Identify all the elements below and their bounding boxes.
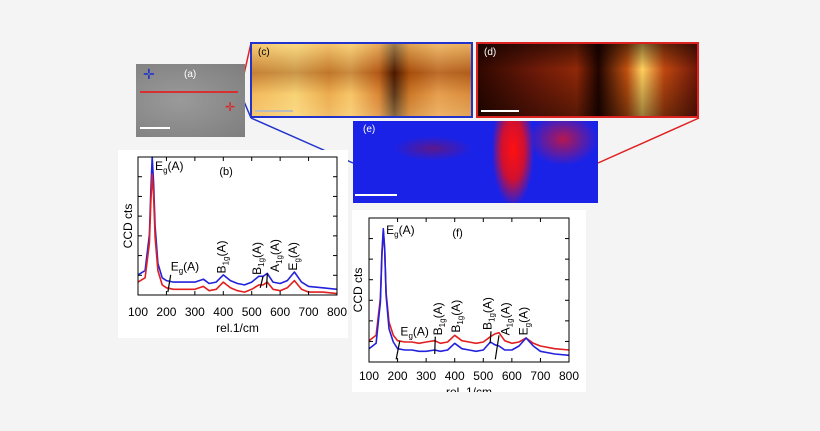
spectrum-chart-f: 100 200 300 400 500 600 700 800 rel. 1/cm CCD cts… (351, 217, 579, 399)
x-tick-label: 200 (156, 305, 176, 319)
x-axis-label: rel.1/cm (216, 321, 259, 335)
x-axis-label: rel. 1/cm (446, 385, 492, 392)
x-tick-label: 800 (559, 369, 579, 383)
peak-annotation-group: Eg(A) (516, 307, 532, 335)
spectrum-line (138, 173, 337, 295)
peak-annotation-group: A1g(A) (498, 302, 514, 335)
x-tick-label: 700 (299, 305, 319, 319)
peak-annotation-group: Eg(A) (171, 260, 199, 276)
spectrum-chart-b: 100 200 300 400 500 600 700 800 rel.1/cm CCD cts (… (121, 156, 347, 335)
spectrum-line (138, 156, 337, 291)
raman-map-e: (e) (353, 121, 598, 203)
peak-annotation: Eg(A) (155, 159, 183, 175)
x-tick-label: 300 (416, 369, 436, 383)
panel-label: (b) (219, 166, 232, 178)
x-tick-label: 600 (502, 369, 522, 383)
spectrum-line (369, 230, 569, 351)
peak-annotation-group: B1g(A) (250, 242, 266, 275)
x-tick-label: 200 (388, 369, 408, 383)
x-tick-label: 100 (128, 305, 148, 319)
spectrum-panel-b: 100 200 300 400 500 600 700 800 rel.1/cm CCD cts (… (118, 150, 348, 338)
spectrum-panel-f: 100 200 300 400 500 600 700 800 rel. 1/cm CCD cts… (351, 210, 586, 399)
optical-image-a: (a) ✛ ✛ (136, 64, 245, 137)
raman-map-c: (c) (250, 42, 473, 118)
scale-bar (255, 110, 293, 112)
peak-annotation: B1g(A) (449, 300, 465, 333)
panel-label-d: (d) (484, 47, 497, 58)
peak-annotation: B1g(A) (215, 241, 231, 274)
annotation-pointer (265, 273, 268, 288)
plot-frame (368, 217, 570, 363)
annotation-pointer (494, 335, 500, 360)
peak-annotation: B1g(A) (431, 302, 447, 335)
peak-annotation-group: B1g(A) (431, 302, 447, 335)
peak-annotation-group: B1g(A) (480, 297, 496, 330)
peak-annotation-group: B1g(A) (215, 241, 231, 274)
panel-label-e: (e) (363, 124, 376, 135)
peak-annotation-group: Eg(A) (386, 223, 414, 239)
y-axis-label: CCD cts (121, 204, 135, 249)
peak-annotation-group: Eg(A) (155, 159, 183, 175)
x-tick-label: 400 (445, 369, 465, 383)
x-tick-label: 800 (327, 305, 347, 319)
peak-annotation: Eg(A) (386, 223, 414, 239)
x-tick-label: 500 (473, 369, 493, 383)
peak-annotation: Eg(A) (171, 260, 199, 276)
panel-label-a: (a) (184, 69, 197, 80)
spectrum-line (369, 227, 569, 357)
scale-bar (481, 110, 519, 112)
annotation-pointer (489, 331, 492, 344)
annotation-pointer (167, 274, 172, 293)
y-axis-label: CCD cts (352, 268, 365, 313)
peak-annotation: A1g(A) (268, 239, 284, 272)
panel-label: (f) (452, 228, 462, 240)
peak-annotation-group: B1g(A) (449, 300, 465, 333)
x-tick-label: 400 (213, 305, 233, 319)
peak-annotation: B1g(A) (250, 242, 266, 275)
x-tick-label: 700 (530, 369, 550, 383)
red-connector (597, 117, 700, 164)
peak-annotation: B1g(A) (480, 297, 496, 330)
peak-annotation: A1g(A) (498, 302, 514, 335)
scale-bar (355, 194, 397, 196)
scale-bar (140, 127, 170, 129)
panel-label-c: (c) (258, 47, 270, 58)
peak-annotation-group: Eg(A) (286, 242, 302, 270)
x-tick-label: 300 (185, 305, 205, 319)
peak-annotation: Eg(A) (286, 242, 302, 270)
red-crosshair-icon: ✛ (225, 100, 236, 114)
annotation-pointer (395, 340, 401, 360)
scan-line (140, 91, 238, 93)
blue-crosshair-icon: ✛ (143, 66, 155, 82)
peak-annotation-group: Eg(A) (400, 324, 428, 340)
x-tick-label: 100 (359, 369, 379, 383)
annotation-pointer (259, 276, 264, 288)
x-tick-label: 600 (270, 305, 290, 319)
plot-frame (137, 156, 338, 296)
peak-annotation-group: A1g(A) (268, 239, 284, 272)
x-tick-label: 500 (242, 305, 262, 319)
peak-annotation: Eg(A) (516, 307, 532, 335)
raman-map-d: (d) (476, 42, 699, 118)
annotation-pointer (434, 336, 436, 355)
peak-annotation: Eg(A) (400, 324, 428, 340)
